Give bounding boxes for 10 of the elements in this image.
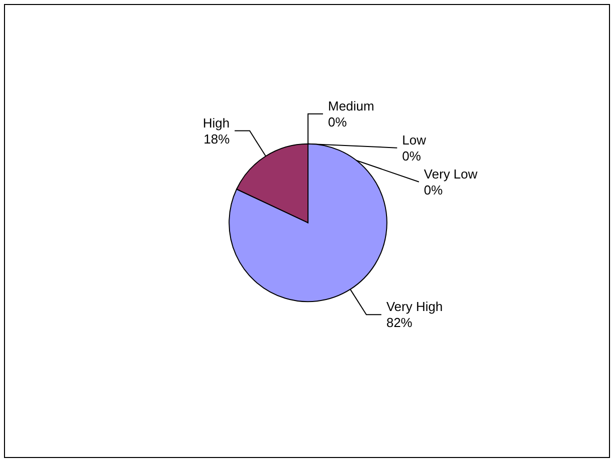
data-label: 82%: [386, 315, 413, 330]
slice-label: High: [202, 115, 230, 130]
category-label: Very Low: [424, 166, 478, 182]
category-label: Low: [402, 132, 426, 148]
text: 0%: [424, 182, 443, 198]
category-label: Medium: [328, 98, 374, 114]
text: 0%: [328, 114, 347, 130]
text: 0%: [402, 148, 421, 164]
data-label: 18%: [204, 131, 230, 146]
slice-label: Very High: [386, 299, 443, 314]
